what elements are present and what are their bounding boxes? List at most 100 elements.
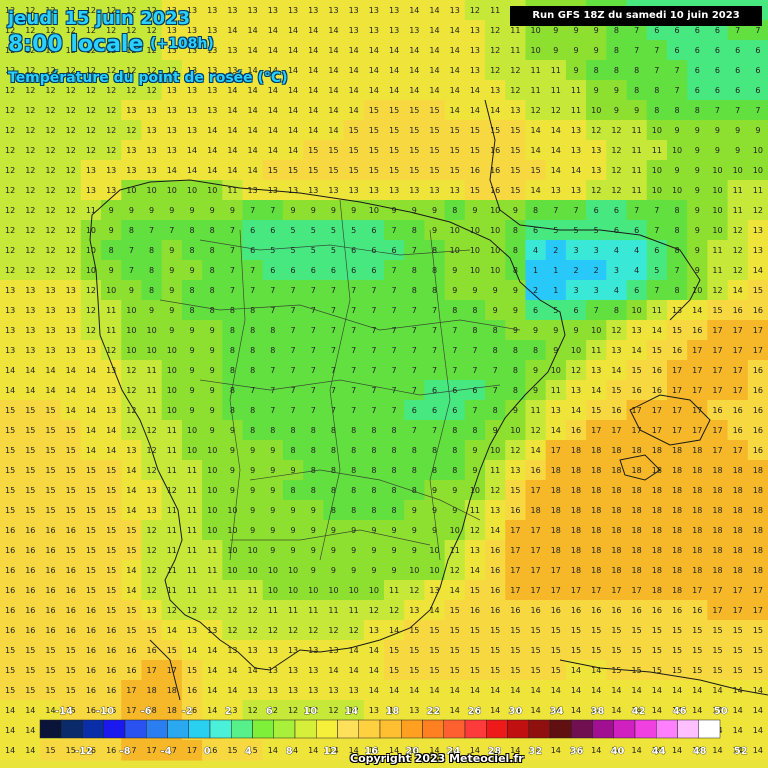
map-value: 7 bbox=[392, 286, 397, 295]
map-value: 5 bbox=[291, 226, 296, 235]
map-cell bbox=[161, 60, 183, 81]
map-value: 9 bbox=[735, 126, 740, 135]
map-cell bbox=[20, 0, 42, 21]
map-value: 18 bbox=[692, 506, 702, 515]
map-value: 13 bbox=[25, 306, 35, 315]
map-value: 7 bbox=[291, 286, 296, 295]
legend-swatch bbox=[379, 719, 402, 739]
legend-swatch bbox=[316, 719, 338, 739]
map-cell bbox=[161, 240, 183, 261]
map-cell bbox=[545, 100, 567, 121]
map-value: 12 bbox=[712, 286, 722, 295]
map-value: 16 bbox=[106, 646, 116, 655]
map-value: 14 bbox=[632, 346, 642, 355]
map-cell bbox=[606, 240, 628, 261]
map-value: 7 bbox=[291, 306, 296, 315]
map-value: 12 bbox=[450, 566, 460, 575]
map-cell bbox=[60, 100, 82, 121]
map-value: 12 bbox=[248, 626, 258, 635]
map-cell bbox=[121, 300, 143, 321]
map-value: 10 bbox=[126, 346, 136, 355]
map-value: 7 bbox=[250, 206, 255, 215]
map-value: 13 bbox=[86, 186, 96, 195]
map-cell bbox=[606, 200, 628, 221]
map-cell bbox=[464, 140, 486, 161]
map-cell bbox=[242, 500, 264, 521]
map-cell bbox=[141, 260, 163, 281]
map-cell bbox=[687, 60, 708, 81]
map-cell bbox=[101, 280, 122, 301]
map-value: 11 bbox=[86, 206, 96, 215]
map-value: 15 bbox=[25, 486, 35, 495]
map-cell bbox=[646, 220, 668, 241]
map-cell bbox=[323, 320, 345, 341]
map-cell bbox=[141, 280, 163, 301]
map-cell bbox=[545, 240, 567, 261]
map-cell bbox=[121, 160, 143, 181]
map-value: 10 bbox=[288, 586, 298, 595]
map-cell bbox=[181, 280, 203, 301]
legend-swatch bbox=[82, 719, 104, 739]
map-cell bbox=[161, 120, 183, 141]
map-cell bbox=[323, 300, 345, 321]
map-value: 14 bbox=[409, 86, 419, 95]
map-cell bbox=[303, 340, 324, 361]
legend-top-label: 18 bbox=[385, 706, 399, 717]
map-value: 7 bbox=[392, 326, 397, 335]
map-value: 8 bbox=[432, 466, 437, 475]
map-cell bbox=[323, 360, 345, 381]
map-value: 10 bbox=[126, 326, 136, 335]
map-value: 7 bbox=[392, 366, 397, 375]
map-value: 14 bbox=[369, 666, 379, 675]
map-cell bbox=[0, 300, 21, 321]
map-value: 18 bbox=[672, 526, 682, 535]
map-cell bbox=[303, 280, 324, 301]
map-cell bbox=[586, 80, 607, 101]
map-value: 16 bbox=[571, 606, 581, 615]
map-value: 9 bbox=[351, 566, 356, 575]
map-value: 13 bbox=[308, 6, 318, 15]
map-cell bbox=[646, 100, 668, 121]
map-value: 14 bbox=[187, 146, 197, 155]
map-cell bbox=[525, 500, 547, 521]
map-value: 12 bbox=[146, 526, 156, 535]
legend-swatch bbox=[698, 719, 721, 739]
map-value: 12 bbox=[551, 106, 561, 115]
map-cell bbox=[626, 380, 648, 401]
map-cell bbox=[60, 220, 82, 241]
legend-swatch bbox=[61, 719, 83, 739]
map-value: 10 bbox=[712, 226, 722, 235]
map-value: 15 bbox=[712, 626, 722, 635]
map-value: 11 bbox=[530, 406, 540, 415]
map-value: 12 bbox=[470, 526, 480, 535]
map-value: 16 bbox=[66, 606, 76, 615]
map-cell bbox=[222, 0, 244, 21]
map-value: 7 bbox=[412, 426, 417, 435]
map-cell bbox=[121, 40, 143, 61]
map-value: 9 bbox=[109, 266, 114, 275]
map-value: 17 bbox=[733, 346, 743, 355]
map-value: 5 bbox=[654, 266, 659, 275]
map-cell bbox=[303, 60, 324, 81]
map-value: 8 bbox=[513, 366, 518, 375]
map-value: 2 bbox=[594, 266, 599, 275]
map-cell bbox=[20, 360, 42, 381]
map-cell bbox=[424, 40, 446, 61]
map-cell bbox=[384, 480, 405, 501]
map-value: 10 bbox=[106, 286, 116, 295]
map-value: 14 bbox=[248, 86, 258, 95]
map-cell bbox=[424, 200, 446, 221]
map-value: 6 bbox=[715, 66, 720, 75]
map-value: 8 bbox=[412, 226, 417, 235]
map-value: 8 bbox=[311, 446, 316, 455]
map-value: 13 bbox=[45, 286, 55, 295]
map-cell bbox=[181, 420, 203, 441]
map-value: 12 bbox=[45, 166, 55, 175]
map-cell bbox=[464, 80, 486, 101]
map-cell bbox=[40, 340, 62, 361]
map-cell bbox=[161, 480, 183, 501]
map-value: 9 bbox=[533, 386, 538, 395]
map-value: 18 bbox=[733, 566, 743, 575]
map-value: 16 bbox=[490, 566, 500, 575]
map-value: 12 bbox=[66, 146, 76, 155]
